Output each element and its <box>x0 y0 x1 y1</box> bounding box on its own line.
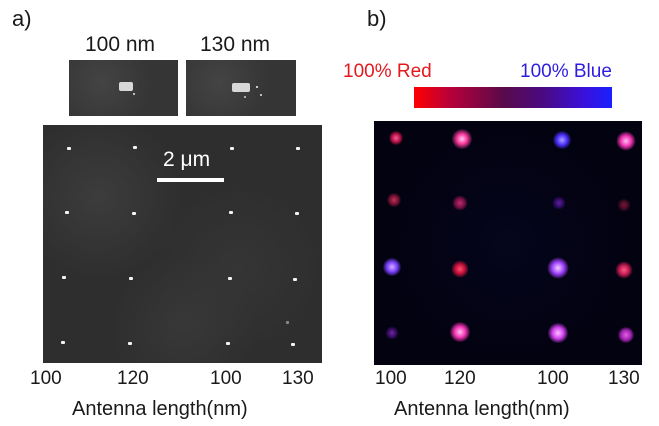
antenna-dot <box>291 343 295 346</box>
panel-b-label: b) <box>367 6 387 31</box>
color-scale-bar <box>414 87 612 108</box>
axis-title: Antenna length(nm) <box>72 398 248 420</box>
antenna-dot <box>128 342 132 345</box>
scatter-spot <box>615 261 633 279</box>
antenna-dot <box>293 278 297 281</box>
antenna-dot <box>229 211 233 214</box>
sem-image <box>43 125 322 363</box>
axis-title: Antenna length(nm) <box>394 398 570 420</box>
antenna-dot <box>228 277 232 280</box>
tick-label: 120 <box>117 368 149 389</box>
sem-inset-100nm <box>69 60 178 116</box>
scatter-spot <box>452 195 468 211</box>
scatter-spot <box>553 131 571 149</box>
antenna-dot <box>132 212 136 215</box>
tick-label: 120 <box>444 368 476 389</box>
legend-red-label: 100% Red <box>343 61 432 82</box>
panel-a-label: a) <box>12 6 32 31</box>
scatter-spot <box>385 326 399 340</box>
scatter-spot <box>547 257 569 279</box>
tick-label: 100 <box>210 368 242 389</box>
scatter-spot <box>617 198 631 212</box>
antenna-dot <box>61 341 65 344</box>
antenna-dot <box>226 342 230 345</box>
scatter-spot <box>387 193 401 207</box>
antenna-dot <box>129 277 133 280</box>
antenna-dot <box>230 147 234 150</box>
antenna-dot <box>62 276 66 279</box>
scatter-spot <box>383 258 401 276</box>
antenna-dot <box>295 212 299 215</box>
antenna-dot <box>133 146 137 149</box>
scale-bar <box>157 178 224 182</box>
antenna-dot <box>67 147 71 150</box>
antenna-dot <box>65 211 69 214</box>
scatter-spot <box>548 323 568 343</box>
tick-label: 100 <box>375 368 407 389</box>
scatter-spot <box>618 327 634 343</box>
legend-blue-label: 100% Blue <box>520 61 612 82</box>
antenna-dot <box>296 147 300 150</box>
scatter-spot <box>552 196 566 210</box>
tick-label: 130 <box>282 368 314 389</box>
inset-label-100nm: 100 nm <box>85 33 156 56</box>
tick-label: 100 <box>30 368 62 389</box>
scatter-spot <box>389 131 403 145</box>
scatter-spot <box>451 260 469 278</box>
inset-label-130nm: 130 nm <box>200 33 271 56</box>
tick-label: 100 <box>537 368 569 389</box>
tick-label: 130 <box>608 368 640 389</box>
scatter-spot <box>450 322 470 342</box>
scatter-spot <box>452 129 472 149</box>
sem-inset-130nm <box>186 60 296 116</box>
scale-bar-label: 2 μm <box>163 148 211 171</box>
antenna-dot <box>286 321 289 324</box>
scatter-spot <box>616 131 636 151</box>
fluorescence-image <box>374 121 642 365</box>
